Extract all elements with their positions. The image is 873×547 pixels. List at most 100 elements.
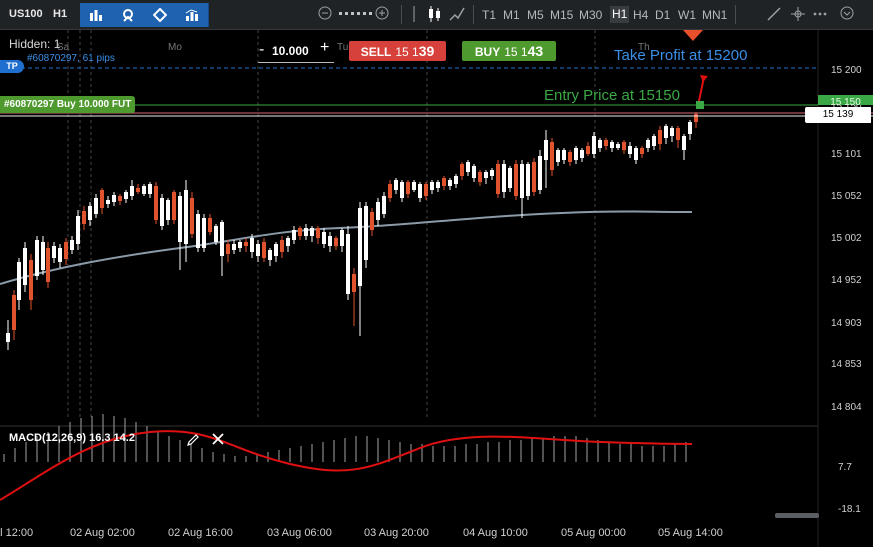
time-tick: 02 Aug 16:00 xyxy=(168,527,233,539)
macd-signal-line xyxy=(0,430,693,501)
candle-body xyxy=(154,186,158,220)
position-tag[interactable]: #60870297 Buy 10.000 FUT xyxy=(0,96,136,113)
timeframe-h1[interactable]: H1 xyxy=(610,6,630,23)
entry-price-tag: 15 150 xyxy=(818,95,873,105)
price-tick: 15 200 xyxy=(831,65,862,76)
candle-body xyxy=(106,200,110,204)
close-icon[interactable] xyxy=(211,432,225,446)
price-tick: 14 903 xyxy=(831,318,862,329)
candle-body xyxy=(41,242,45,270)
candle-body xyxy=(622,142,626,150)
sell-button[interactable]: SELL 15 139 xyxy=(349,41,446,61)
crosshair-icon[interactable] xyxy=(790,6,806,22)
candle-body xyxy=(12,295,16,330)
candle-body xyxy=(298,228,302,236)
candle-body xyxy=(358,208,362,286)
line-chart-icon[interactable] xyxy=(449,6,465,22)
candle-body xyxy=(514,164,518,196)
analysis-icon xyxy=(185,9,198,21)
candle-body xyxy=(304,228,308,236)
day-label-sa: Sa xyxy=(57,42,70,53)
price-tick: 14 804 xyxy=(831,402,862,413)
candle-body xyxy=(544,140,548,160)
candle-body xyxy=(148,184,152,194)
analysis-button[interactable] xyxy=(176,3,209,27)
timeframe-t1[interactable]: T1 xyxy=(482,8,497,22)
sell-price-prefix: 15 1 xyxy=(395,45,419,59)
zoom-slider[interactable] xyxy=(338,6,372,20)
buy-price-prefix: 15 1 xyxy=(504,45,528,59)
time-tick: 02 Aug 02:00 xyxy=(70,527,135,539)
macd-tick: -18.1 xyxy=(838,504,861,515)
candle-body xyxy=(244,242,248,246)
buy-label: BUY xyxy=(474,45,501,59)
chart-toolbar: US100 H1 T1 M1 M5 M15 M30 H1 H4 D1 W1 MN1 xyxy=(0,0,873,30)
candle-body xyxy=(172,192,176,220)
candle-body xyxy=(52,246,56,258)
timeframe-w1[interactable]: W1 xyxy=(678,8,696,22)
bar-chart-button[interactable] xyxy=(80,3,113,27)
timeframe-m15[interactable]: M15 xyxy=(550,8,574,22)
timeframe-d1[interactable]: D1 xyxy=(655,8,671,22)
horizontal-scrollbar xyxy=(775,513,819,518)
price-tick: 14 853 xyxy=(831,359,862,370)
buy-button[interactable]: BUY 15 143 xyxy=(462,41,556,61)
pencil-icon[interactable] xyxy=(186,433,200,447)
timeframe-h4[interactable]: H4 xyxy=(633,8,649,22)
quantity-value[interactable]: 10.000 xyxy=(272,44,309,58)
timeframe-mn1[interactable]: MN1 xyxy=(702,8,728,22)
zoom-out-icon[interactable] xyxy=(318,6,332,20)
candle-body xyxy=(520,164,524,198)
indicators-button[interactable] xyxy=(112,3,145,27)
more-options-icon[interactable] xyxy=(812,6,828,22)
candle-body xyxy=(496,164,500,194)
candle-body xyxy=(232,244,236,250)
candle-body xyxy=(352,274,356,292)
candle-body xyxy=(430,182,434,190)
candle-body xyxy=(376,202,380,220)
candle-body xyxy=(328,236,332,246)
timeframe-m30[interactable]: M30 xyxy=(579,8,603,22)
moving-average-line xyxy=(0,210,693,285)
quantity-increase-button[interactable]: + xyxy=(320,39,330,56)
trendline-icon[interactable] xyxy=(766,6,782,22)
timeframe-m1[interactable]: M1 xyxy=(503,8,520,22)
candle-body xyxy=(46,248,50,282)
candle-body xyxy=(508,168,512,188)
candle-body xyxy=(70,240,74,250)
candle-body xyxy=(664,126,668,138)
candle-body xyxy=(466,162,470,172)
cursor-icon[interactable] xyxy=(409,6,419,22)
day-label-mo: Mo xyxy=(168,42,182,53)
candle-body xyxy=(340,230,344,246)
timeframe-label[interactable]: H1 xyxy=(53,8,68,20)
timeframe-m5[interactable]: M5 xyxy=(527,8,544,22)
symbol-label[interactable]: US100 xyxy=(9,8,43,20)
candle-body xyxy=(88,206,92,220)
candle-body xyxy=(472,166,476,178)
price-chart[interactable]: 15 200 15 150 15 101 15 052 15 002 14 952 14 9… xyxy=(0,30,873,547)
take-profit-badge[interactable]: TP xyxy=(0,60,24,73)
zoom-in-icon[interactable] xyxy=(375,6,389,20)
candlestick-icon[interactable] xyxy=(427,6,443,22)
candle-body xyxy=(628,146,632,154)
candle-body xyxy=(142,186,146,194)
entry-price-annotation: Entry Price at 15150 xyxy=(544,87,680,104)
candle-body xyxy=(250,238,254,252)
candle-body xyxy=(136,188,140,192)
chart-settings-icon[interactable] xyxy=(840,6,854,20)
drawing-icon xyxy=(153,8,167,22)
drawing-button[interactable] xyxy=(144,3,177,27)
candle-body xyxy=(370,212,374,230)
candle-body xyxy=(394,180,398,190)
candle-body xyxy=(23,248,27,285)
candle-body xyxy=(694,114,698,122)
quantity-decrease-button[interactable]: - xyxy=(259,41,265,58)
candle-body xyxy=(160,198,164,226)
candle-body xyxy=(208,218,212,232)
day-label-th: Th xyxy=(638,42,650,53)
buy-price-big: 43 xyxy=(527,43,544,59)
candle-body xyxy=(658,130,662,144)
candle-body xyxy=(574,148,578,160)
candle-body xyxy=(29,260,33,300)
